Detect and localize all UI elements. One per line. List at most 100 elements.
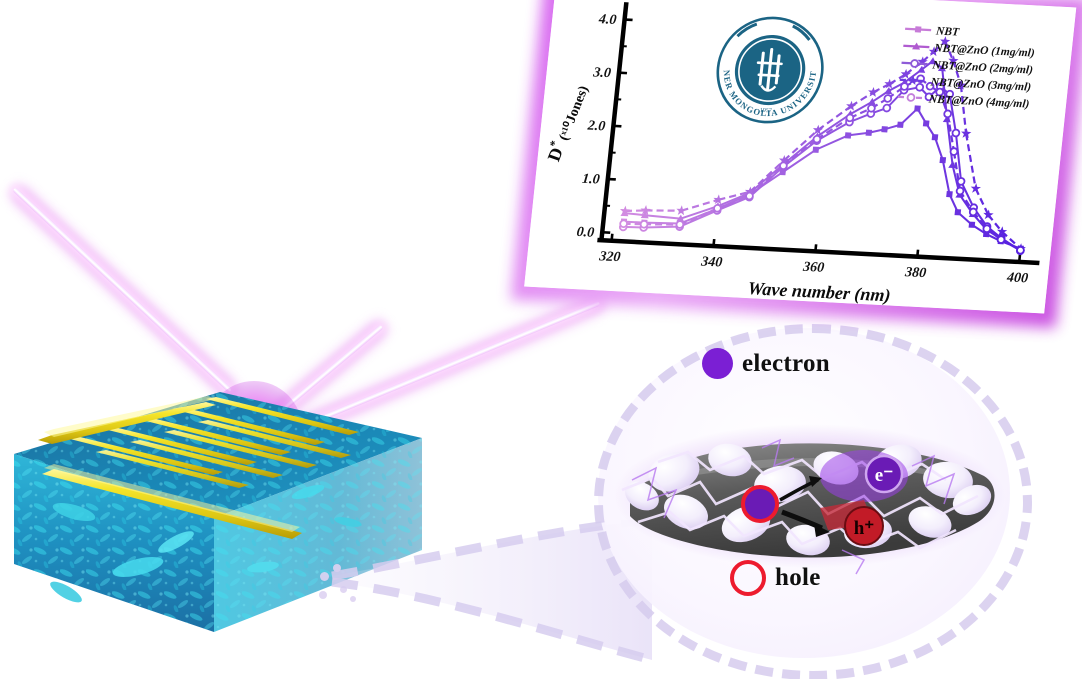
logo-year: 1957 bbox=[759, 108, 772, 115]
y-tick-label: 1.0 bbox=[581, 171, 600, 188]
data-point bbox=[951, 128, 961, 138]
data-point bbox=[914, 105, 921, 112]
nanostructure-illustration: e⁻ h⁺ bbox=[613, 424, 1005, 575]
legend-label: NBT@ZnO (3mg/ml) bbox=[929, 76, 1032, 93]
electrode-busbar-lower bbox=[42, 469, 302, 539]
y-tick-label: 2.0 bbox=[586, 118, 606, 135]
chart-svg: 320 340 360 380 400 0.0 1.0 2.0 3.0 4.0 NBT NBT@Zn… bbox=[524, 0, 1077, 314]
data-point bbox=[968, 207, 978, 217]
hole-marker-label: h⁺ bbox=[854, 518, 875, 539]
data-point bbox=[912, 42, 921, 50]
legend-label: NBT@ZnO (2mg/ml) bbox=[931, 59, 1034, 76]
data-point bbox=[881, 126, 888, 133]
data-point bbox=[619, 205, 631, 216]
carrier-particle bbox=[350, 596, 356, 602]
data-point bbox=[915, 82, 925, 92]
legend-label: NBT bbox=[934, 25, 960, 38]
data-point bbox=[713, 194, 724, 205]
responsivity-chart-panel: 320 340 360 380 400 0.0 1.0 2.0 3.0 4.0 NBT NBT@Zn… bbox=[510, 0, 1082, 329]
data-point bbox=[676, 214, 685, 222]
carrier-particle bbox=[340, 586, 347, 593]
data-point bbox=[640, 211, 649, 219]
data-point bbox=[845, 113, 855, 123]
electron-marker bbox=[864, 454, 904, 494]
x-tick-label: 380 bbox=[903, 264, 927, 281]
hole-circle-icon bbox=[730, 560, 766, 596]
data-point bbox=[928, 57, 937, 65]
data-point bbox=[882, 103, 892, 113]
legend-label: NBT@ZnO (4mg/ml) bbox=[927, 93, 1030, 110]
y-tick-label: 3.0 bbox=[592, 64, 612, 81]
electrode-fingers-bottom bbox=[96, 420, 351, 488]
data-point bbox=[937, 64, 946, 72]
data-point bbox=[713, 203, 722, 213]
data-point bbox=[910, 59, 919, 68]
data-point bbox=[914, 26, 922, 33]
series-3 bbox=[619, 36, 1026, 254]
data-point bbox=[640, 205, 651, 216]
data-point bbox=[675, 220, 685, 229]
data-point bbox=[900, 82, 909, 91]
data-point bbox=[954, 209, 962, 216]
data-point bbox=[948, 55, 959, 66]
data-point bbox=[970, 183, 981, 194]
photodetector-device bbox=[8, 392, 428, 662]
excited-carrier bbox=[741, 485, 779, 523]
incident-laser-beam bbox=[5, 179, 242, 403]
data-point bbox=[968, 221, 976, 228]
carrier-particle bbox=[333, 564, 341, 572]
data-point bbox=[935, 87, 945, 97]
data-point bbox=[883, 94, 893, 103]
hole-marker bbox=[844, 506, 884, 546]
carrier-arrows bbox=[779, 476, 830, 537]
carrier-separation-inset: e⁻ h⁺ electron hole bbox=[590, 322, 1032, 679]
data-point bbox=[955, 79, 967, 90]
y-tick-label: 0.0 bbox=[576, 224, 595, 241]
x-tick-label: 340 bbox=[699, 253, 723, 270]
data-point bbox=[945, 89, 955, 99]
data-point bbox=[846, 100, 857, 111]
data-point bbox=[931, 134, 939, 141]
data-point bbox=[745, 191, 754, 201]
data-point bbox=[844, 132, 852, 139]
data-point bbox=[917, 65, 926, 73]
data-point bbox=[949, 147, 959, 156]
data-point bbox=[779, 161, 788, 171]
hole-legend-label: hole bbox=[775, 564, 821, 591]
data-point bbox=[982, 224, 992, 234]
data-point bbox=[812, 146, 820, 153]
data-point bbox=[940, 36, 951, 47]
data-point bbox=[897, 121, 904, 128]
x-tick-label: 360 bbox=[801, 259, 825, 276]
x-tick-label: 400 bbox=[1005, 269, 1029, 286]
electron-marker-label: e⁻ bbox=[875, 465, 893, 486]
electron-legend-label: electron bbox=[742, 349, 831, 377]
data-point bbox=[928, 46, 939, 57]
data-point bbox=[906, 93, 916, 102]
data-point bbox=[884, 78, 895, 89]
data-point bbox=[939, 156, 947, 164]
data-point bbox=[867, 97, 876, 106]
electrode-busbar-upper bbox=[38, 402, 216, 444]
hole-legend: hole bbox=[730, 560, 821, 596]
y-tick-label: 4.0 bbox=[597, 11, 617, 28]
data-point bbox=[639, 219, 649, 229]
data-point bbox=[907, 75, 919, 86]
device-svg bbox=[14, 392, 422, 632]
data-point bbox=[1016, 245, 1025, 255]
carrier-particle bbox=[319, 591, 327, 599]
series-4 bbox=[619, 74, 1025, 255]
data-point bbox=[922, 120, 930, 127]
legend-label: NBT@ZnO (1mg/ml) bbox=[933, 42, 1036, 59]
electron-legend: electron bbox=[702, 348, 830, 379]
data-point bbox=[924, 92, 934, 102]
data-point bbox=[961, 128, 972, 139]
data-point bbox=[983, 209, 994, 220]
x-tick-label: 320 bbox=[598, 248, 622, 265]
data-point bbox=[996, 226, 1008, 237]
chart-card: 320 340 360 380 400 0.0 1.0 2.0 3.0 4.0 NBT NBT@Zn… bbox=[524, 0, 1077, 314]
data-point bbox=[812, 134, 822, 144]
electron-dot-icon bbox=[702, 348, 733, 379]
data-point bbox=[884, 86, 893, 95]
